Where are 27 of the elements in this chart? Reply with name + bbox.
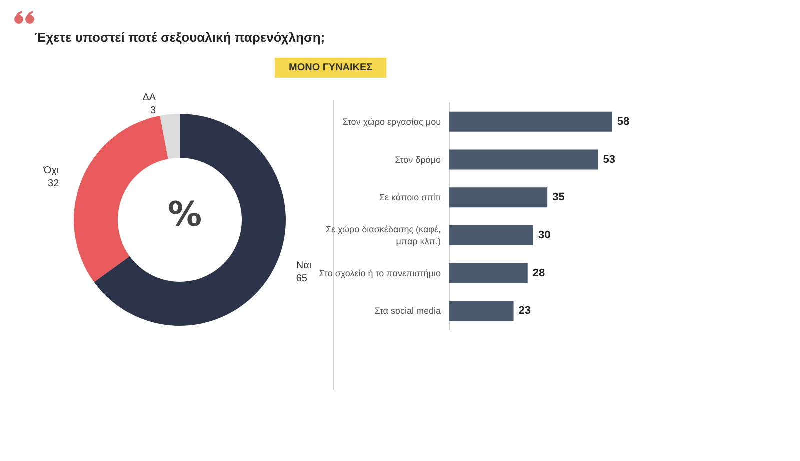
bar — [449, 301, 514, 322]
data-label: 35 — [552, 192, 565, 204]
bar — [449, 112, 612, 132]
data-label: 65 — [296, 274, 308, 285]
y-tick-label: Στα social media — [374, 306, 441, 316]
data-label: 53 — [603, 154, 616, 166]
y-tick-label: Στο σχολείο ή το πανεπιστήμιο — [319, 268, 441, 278]
y-tick-label: Σε χώρο διασκέδασης (καφέ, μπαρ κλπ.) — [326, 224, 441, 246]
data-label: 30 — [538, 229, 551, 242]
slice-label: ΔΑ — [142, 92, 156, 104]
y-tick-label: Στον χώρο εργασίας μου — [342, 116, 442, 127]
bar — [449, 188, 548, 208]
y-tick-label: Στον δρόμο — [395, 154, 441, 165]
bar — [449, 263, 528, 284]
y-tick-label: Σε κάποιο σπίτι — [379, 192, 441, 203]
data-label: 32 — [48, 178, 60, 190]
data-label: 23 — [518, 305, 532, 318]
data-label: 3 — [150, 106, 157, 117]
data-label: 28 — [532, 267, 546, 280]
data-label: 58 — [617, 116, 630, 128]
chart-title: Έχετε υποστεί ποτέ σεξουαλική παρενόχληση; — [35, 30, 326, 45]
bar — [449, 225, 534, 246]
slice-label: Όχι — [42, 165, 60, 176]
slice-label: Ναι — [296, 260, 312, 272]
text: ΜΟΝΟ ΓΥΝΑΙΚΕΣ — [289, 62, 373, 74]
bar — [449, 150, 598, 170]
text: % — [168, 195, 202, 235]
